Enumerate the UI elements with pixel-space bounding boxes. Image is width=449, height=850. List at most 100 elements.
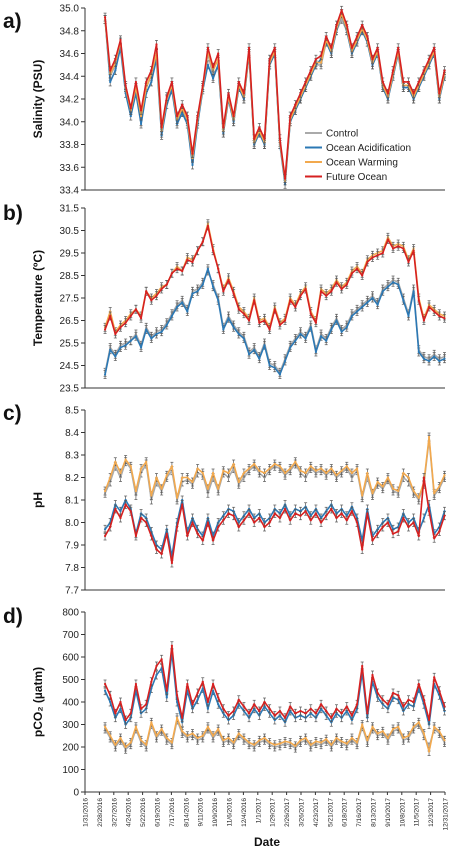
date-tick-label: 9/10/2017 (385, 798, 392, 827)
data-point (376, 254, 379, 257)
data-point (345, 326, 348, 329)
data-point (129, 339, 132, 342)
data-point (227, 92, 230, 95)
data-point (242, 92, 246, 95)
data-point (299, 469, 302, 472)
data-point (232, 514, 235, 517)
data-point (253, 703, 256, 706)
data-point (376, 480, 379, 484)
data-point (350, 510, 354, 513)
data-point (253, 521, 256, 524)
data-point (417, 299, 420, 302)
data-point (124, 503, 127, 506)
data-point (330, 290, 333, 293)
data-point (314, 469, 318, 472)
data-point (438, 314, 441, 318)
data-point (258, 469, 261, 472)
date-tick-label: 7/17/2016 (169, 798, 176, 827)
data-point (191, 163, 194, 167)
data-point (119, 736, 122, 740)
data-point (232, 462, 235, 466)
series-ocean-warming (103, 219, 446, 337)
series-ocean-acidification (103, 495, 446, 561)
data-point (278, 373, 282, 376)
data-point (170, 644, 174, 647)
data-point (150, 299, 153, 302)
data-point (443, 317, 446, 320)
data-point (175, 525, 179, 529)
data-point (319, 61, 323, 64)
data-point (381, 485, 384, 488)
data-point (299, 739, 302, 742)
data-point (196, 290, 199, 293)
data-point (129, 107, 132, 110)
data-point (422, 69, 426, 72)
data-point (186, 534, 189, 538)
data-point (253, 743, 256, 746)
data-point (139, 114, 143, 118)
data-point (366, 471, 369, 475)
data-point (386, 476, 390, 479)
data-point (222, 290, 225, 293)
data-point (289, 299, 292, 302)
data-point (443, 69, 446, 72)
data-point (386, 521, 390, 524)
data-point (247, 319, 251, 322)
y-tick-label: 34.8 (60, 26, 80, 37)
data-point (283, 716, 287, 719)
data-point (119, 700, 122, 704)
data-point (391, 487, 395, 490)
data-point (433, 46, 436, 49)
data-point (160, 727, 163, 731)
data-point (314, 321, 318, 324)
data-point (206, 521, 210, 524)
data-point (386, 238, 390, 241)
data-point (350, 471, 354, 475)
data-point (109, 476, 112, 479)
data-point (139, 109, 143, 112)
data-point (417, 682, 420, 686)
data-point (196, 698, 199, 701)
data-point (242, 705, 246, 708)
date-tick-label: 6/19/2016 (155, 798, 162, 827)
data-point (186, 734, 189, 737)
data-point (145, 290, 148, 293)
data-point (186, 476, 189, 479)
data-point (309, 465, 312, 468)
data-point (422, 516, 426, 520)
data-point (232, 741, 235, 744)
data-point (145, 80, 148, 84)
y-tick-label: 7.8 (65, 563, 79, 574)
data-point (422, 476, 426, 479)
data-point (263, 700, 266, 704)
data-point (407, 260, 410, 264)
data-point (314, 350, 318, 354)
data-point (433, 355, 436, 358)
data-point (391, 532, 395, 535)
data-point (330, 467, 333, 470)
data-point (443, 514, 446, 517)
data-point (181, 269, 184, 273)
data-point (181, 301, 184, 304)
data-point (232, 709, 235, 713)
data-point (196, 532, 199, 535)
data-point (325, 339, 328, 342)
panel-letter: c) (3, 402, 22, 425)
data-point (340, 712, 343, 715)
date-tick-label: 1/29/2017 (270, 798, 277, 827)
data-point (355, 741, 359, 744)
data-point (160, 487, 163, 490)
data-point (145, 521, 148, 524)
series-control (103, 434, 446, 505)
data-point (417, 350, 420, 354)
date-tick-label: 8/14/2016 (183, 798, 190, 827)
data-point (278, 137, 282, 140)
data-point (268, 467, 271, 470)
date-tick-label: 2/26/2017 (284, 798, 291, 827)
y-tick-label: 23.5 (60, 384, 80, 395)
data-point (242, 471, 246, 475)
data-point (139, 739, 143, 742)
y-axis-label: Salinity (PSU) (31, 60, 45, 139)
y-tick-label: 25.5 (60, 339, 80, 350)
data-point (139, 346, 143, 349)
